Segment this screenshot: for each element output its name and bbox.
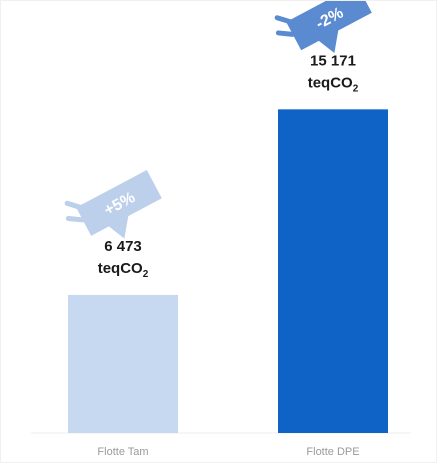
bar-2 [278,109,388,434]
data-label-unit: teqCO2 [98,260,149,280]
badge-motion-lines [64,200,92,223]
change-badge: +5% [64,170,162,239]
change-badge: -2% [274,1,372,54]
bar-1 [68,294,178,433]
badge-motion-lines [274,15,302,37]
x-tick-label: Flotte DPE [306,446,359,458]
badge-shape [286,1,372,54]
badge-shape [76,170,162,239]
data-label-value: 15 171 [310,52,356,69]
x-tick-label: Flotte Tam [97,446,148,458]
data-label-value: 6 473 [104,238,142,255]
data-label-unit: teqCO2 [308,74,359,94]
